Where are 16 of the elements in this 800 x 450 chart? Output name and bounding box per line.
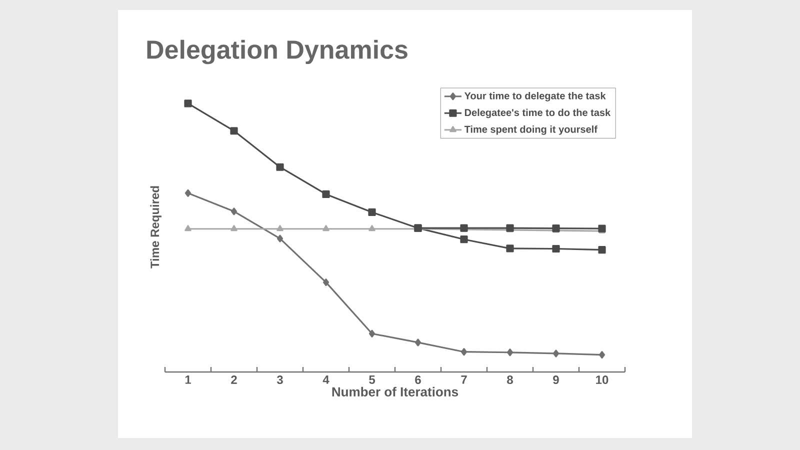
x-tick-label: 7 bbox=[461, 376, 467, 384]
legend-label: Time spent doing it yourself bbox=[464, 125, 598, 135]
legend-label: Delegatee's time to do the task bbox=[464, 108, 611, 118]
x-tick-label: 9 bbox=[553, 376, 559, 384]
x-tick-label: 2 bbox=[231, 376, 237, 384]
x-tick-label: 4 bbox=[322, 376, 330, 384]
x-tick-label: 3 bbox=[276, 376, 283, 384]
x-tick-label: 1 bbox=[185, 376, 191, 384]
chart-title: Delegation Dynamics bbox=[147, 40, 408, 64]
x-tick-label: 10 bbox=[596, 376, 608, 384]
y-axis-title: Time Required bbox=[150, 186, 162, 268]
x-tick-label: 5 bbox=[369, 376, 375, 384]
x-axis-title: Number of Iterations bbox=[332, 386, 458, 396]
x-tick-label: 8 bbox=[507, 376, 513, 384]
x-tick-label: 6 bbox=[415, 376, 421, 384]
legend-label: Your time to delegate the task bbox=[464, 92, 606, 102]
